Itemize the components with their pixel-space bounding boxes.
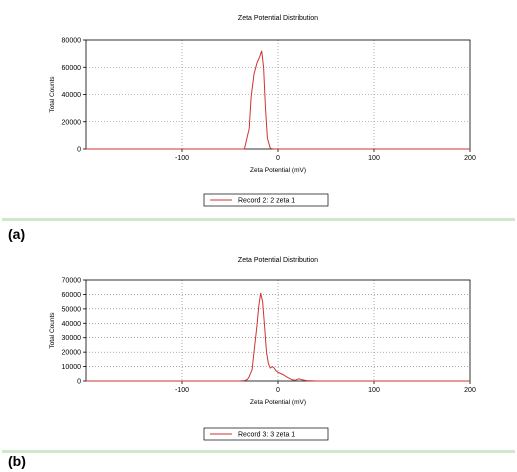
x-tick-label: 200 <box>464 155 476 162</box>
chart-title: Zeta Potential Distribution <box>238 257 318 264</box>
y-tick-label: 40000 <box>62 321 82 328</box>
y-tick-label: 0 <box>77 379 81 386</box>
chart-panel-a: Zeta Potential Distribution -100 0 100 200 0 2… <box>2 2 514 217</box>
panel-label-a: (a) <box>8 226 26 242</box>
panel-separator-b <box>2 450 515 453</box>
x-tick-label: -100 <box>175 155 189 162</box>
x-tick-label: 0 <box>276 155 280 162</box>
series-line <box>86 50 470 150</box>
zeta-chart-b: Zeta Potential Distribution -100 0 100 200 0 1… <box>49 257 476 441</box>
panel-separator-a <box>2 218 515 221</box>
y-tick-label: 20000 <box>62 119 82 126</box>
y-tick-label: 80000 <box>62 38 82 45</box>
legend-label: Record 3: 3 zeta 1 <box>238 432 295 439</box>
x-axis-label: Zeta Potential (mV) <box>250 399 306 406</box>
x-tick-label: 100 <box>368 387 380 394</box>
y-tick-label: 10000 <box>62 364 82 371</box>
y-tick-label: 60000 <box>62 65 82 72</box>
x-axis-label: Zeta Potential (mV) <box>250 167 306 174</box>
panel-label-b: (b) <box>8 453 26 469</box>
y-tick-label: 20000 <box>62 350 82 357</box>
chart-title: Zeta Potential Distribution <box>238 15 318 22</box>
x-tick-label: -100 <box>175 387 189 394</box>
y-tick-label: 70000 <box>62 278 82 285</box>
x-tick-label: 0 <box>276 387 280 394</box>
legend-label: Record 2: 2 zeta 1 <box>238 198 295 205</box>
y-tick-label: 60000 <box>62 292 82 299</box>
legend-box <box>203 193 329 207</box>
y-tick-label: 40000 <box>62 92 82 99</box>
series-line <box>86 292 470 382</box>
y-axis-label: Total Counts <box>49 76 56 113</box>
y-tick-label: 50000 <box>62 306 82 313</box>
legend-box <box>203 427 329 441</box>
x-tick-label: 100 <box>368 155 380 162</box>
y-tick-label: 0 <box>77 147 81 154</box>
y-axis-label: Total Counts <box>49 312 56 349</box>
zeta-chart-a: Zeta Potential Distribution -100 0 100 200 0 2… <box>49 15 476 207</box>
y-tick-label: 30000 <box>62 335 82 342</box>
chart-panel-b: Zeta Potential Distribution -100 0 100 200 0 1… <box>2 244 514 449</box>
x-tick-label: 200 <box>464 387 476 394</box>
